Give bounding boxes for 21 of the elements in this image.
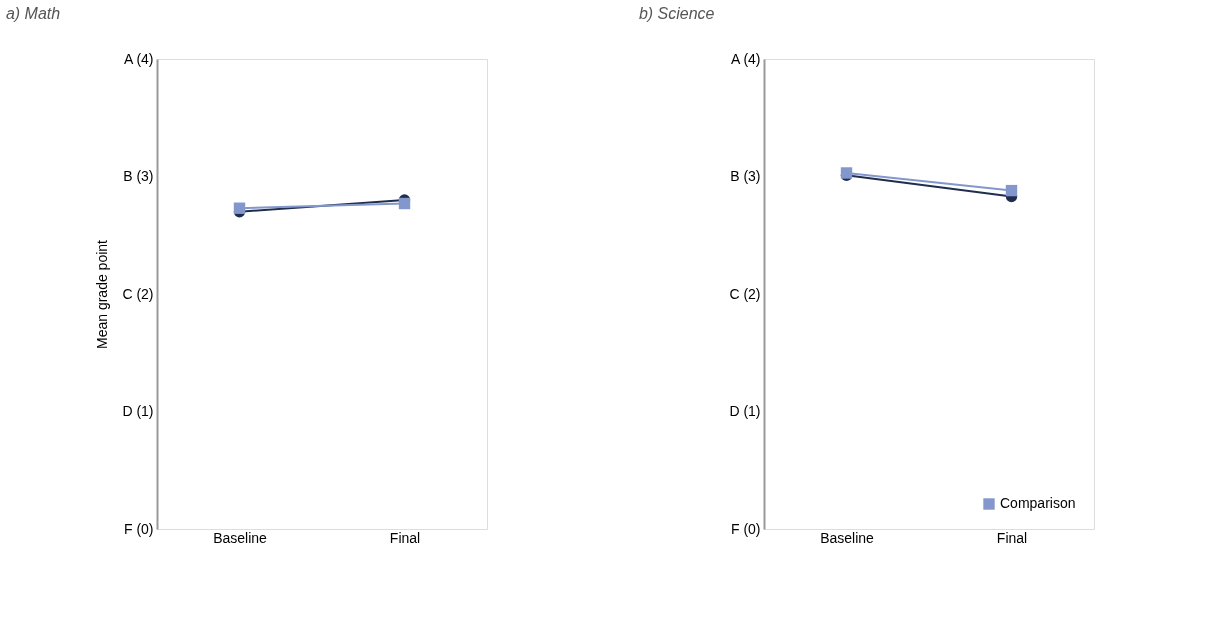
y-tick-label: B (3) bbox=[730, 168, 761, 184]
y-tick-label: F (0) bbox=[730, 520, 761, 537]
point bbox=[398, 197, 411, 210]
y-tick-label: B (3) bbox=[123, 168, 154, 184]
x-tick-label: Baseline bbox=[820, 529, 875, 546]
y-tick-label: D (1) bbox=[729, 403, 761, 419]
y-axis-title: Mean grade point bbox=[94, 239, 111, 349]
x-tick-label: Final bbox=[996, 529, 1028, 546]
point bbox=[1005, 184, 1018, 197]
legend-label: Comparison bbox=[1000, 495, 1076, 511]
y-tick-label: C (2) bbox=[729, 285, 761, 302]
y-tick-label: C (2) bbox=[122, 285, 154, 302]
chart-title: b) Science bbox=[638, 5, 715, 22]
y-tick-label: A (4) bbox=[730, 50, 761, 67]
chart-title: a) Math bbox=[5, 5, 61, 22]
x-tick-label: Baseline bbox=[213, 529, 268, 546]
y-tick-label: D (1) bbox=[122, 403, 154, 419]
x-tick-label: Final bbox=[389, 529, 421, 546]
y-tick-label: A (4) bbox=[123, 50, 154, 67]
y-tick-label: F (0) bbox=[123, 520, 154, 537]
point bbox=[233, 202, 246, 214]
